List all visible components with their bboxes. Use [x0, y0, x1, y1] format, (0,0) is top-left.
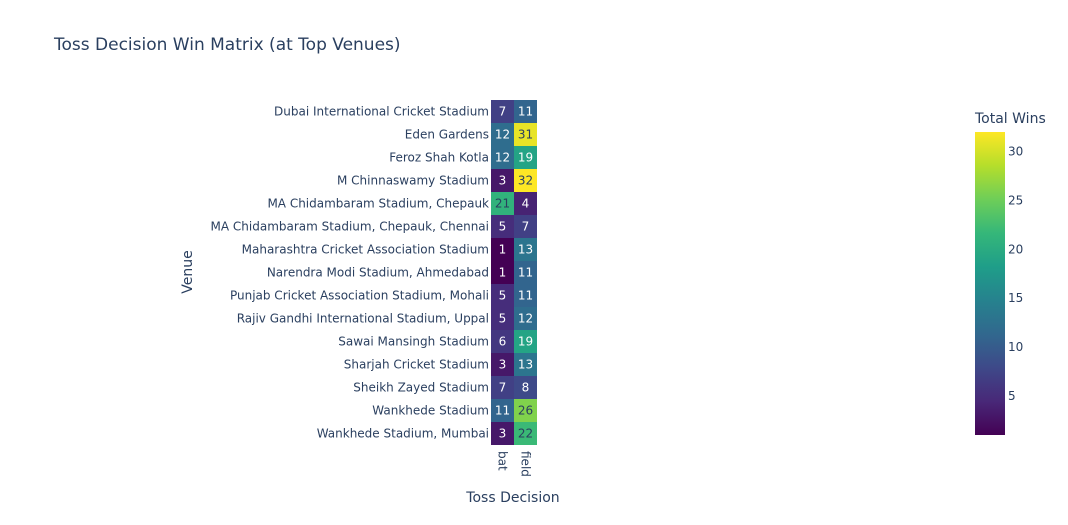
- colorbar-tick-label: 10: [1008, 340, 1023, 354]
- y-tick-label: Rajiv Gandhi International Stadium, Uppa…: [237, 312, 489, 326]
- y-tick-label: Wankhede Stadium, Mumbai: [317, 427, 489, 441]
- heatmap-cell: [514, 146, 537, 169]
- x-tick-label: bat: [496, 451, 510, 471]
- heatmap-cell-label: 19: [518, 335, 533, 349]
- heatmap-cell-label: 12: [495, 151, 510, 165]
- heatmap-cell: [514, 330, 537, 353]
- heatmap-cell: [491, 399, 514, 422]
- heatmap-cell-label: 22: [518, 427, 533, 441]
- heatmap-cell: [491, 261, 514, 284]
- heatmap-cell-label: 6: [499, 335, 507, 349]
- heatmap-cell-label: 13: [518, 358, 533, 372]
- y-tick-label: Sawai Mansingh Stadium: [338, 335, 489, 349]
- heatmap-cell-label: 13: [518, 243, 533, 257]
- colorbar-tick-label: 15: [1008, 291, 1023, 305]
- heatmap-cell: [514, 192, 537, 215]
- heatmap-cell-label: 11: [518, 266, 533, 280]
- x-axis-ticks: bat field: [496, 451, 533, 477]
- heatmap-cell: [491, 330, 514, 353]
- heatmap-cell-label: 3: [499, 174, 507, 188]
- heatmap-cell: [514, 100, 537, 123]
- heatmap-cell-label: 11: [518, 289, 533, 303]
- heatmap-cell: [514, 376, 537, 399]
- heatmap-cell: [491, 284, 514, 307]
- heatmap-cell: [514, 399, 537, 422]
- y-tick-label: Wankhede Stadium: [372, 404, 489, 418]
- y-tick-label: Feroz Shah Kotla: [389, 151, 489, 165]
- heatmap-cell-label: 4: [522, 197, 530, 211]
- heatmap-cell-label: 12: [518, 312, 533, 326]
- heatmap-cell: [491, 100, 514, 123]
- heatmap-cell-label: 3: [499, 427, 507, 441]
- heatmap-cell-label: 11: [495, 404, 510, 418]
- y-axis-ticks: Dubai International Cricket Stadium Eden …: [211, 105, 490, 441]
- heatmap-cell-label: 12: [495, 128, 510, 142]
- heatmap-cell-label: 5: [499, 220, 507, 234]
- heatmap-cell: [491, 422, 514, 445]
- heatmap-cell: [514, 422, 537, 445]
- heatmap-cell: [491, 123, 514, 146]
- colorbar-tick-label: 30: [1008, 145, 1023, 159]
- heatmap-cell-label: 19: [518, 151, 533, 165]
- heatmap-cell: [491, 146, 514, 169]
- colorbar: [975, 132, 1005, 435]
- y-tick-label: Sharjah Cricket Stadium: [344, 358, 489, 372]
- colorbar-tick-label: 20: [1008, 242, 1023, 256]
- heatmap-cell-label: 8: [522, 381, 530, 395]
- heatmap-cell: [514, 307, 537, 330]
- heatmap-cell: [491, 353, 514, 376]
- y-tick-label: Dubai International Cricket Stadium: [274, 105, 489, 119]
- heatmap-cell: [491, 169, 514, 192]
- heatmap-cell: [514, 215, 537, 238]
- chart-title: Toss Decision Win Matrix (at Top Venues): [53, 35, 401, 55]
- colorbar-ticks: 5 10 15 20 25 30: [1008, 145, 1023, 403]
- y-tick-label: Punjab Cricket Association Stadium, Moha…: [230, 289, 489, 303]
- x-axis-title: Toss Decision: [465, 490, 559, 506]
- heatmap-cell: [514, 261, 537, 284]
- heatmap-cell-label: 7: [522, 220, 530, 234]
- heatmap-cell: [491, 192, 514, 215]
- y-tick-label: MA Chidambaram Stadium, Chepauk, Chennai: [211, 220, 489, 234]
- heatmap-cell-label: 26: [518, 404, 533, 418]
- heatmap-cell-label: 5: [499, 289, 507, 303]
- heatmap-cell: [514, 238, 537, 261]
- heatmap-cell-label: 7: [499, 105, 507, 119]
- y-axis-title: Venue: [180, 250, 196, 293]
- colorbar-tick-label: 25: [1008, 193, 1023, 207]
- y-tick-label: M Chinnaswamy Stadium: [337, 174, 489, 188]
- colorbar-title: Total Wins: [974, 111, 1046, 127]
- y-tick-label: Narendra Modi Stadium, Ahmedabad: [267, 266, 489, 280]
- heatmap-cell-label: 11: [518, 105, 533, 119]
- colorbar-tick-label: 5: [1008, 389, 1016, 403]
- heatmap-cell-label: 1: [499, 266, 507, 280]
- heatmap-cell: [491, 307, 514, 330]
- heatmap-cell: [514, 353, 537, 376]
- y-tick-label: MA Chidambaram Stadium, Chepauk: [267, 197, 489, 211]
- heatmap-cell-label: 7: [499, 381, 507, 395]
- heatmap-cell-label: 32: [518, 174, 533, 188]
- heatmap-cell-label: 1: [499, 243, 507, 257]
- heatmap-cell-label: 5: [499, 312, 507, 326]
- heatmap-cell-label: 21: [495, 197, 510, 211]
- heatmap-cell: [514, 284, 537, 307]
- y-tick-label: Sheikh Zayed Stadium: [353, 381, 489, 395]
- heatmap-cell: [514, 169, 537, 192]
- heatmap-cell: [491, 215, 514, 238]
- heatmap-cell-label: 31: [518, 128, 533, 142]
- y-tick-label: Maharashtra Cricket Association Stadium: [242, 243, 489, 257]
- heatmap-cell: [491, 238, 514, 261]
- y-tick-label: Eden Gardens: [405, 128, 489, 142]
- heatmap-cell: [514, 123, 537, 146]
- heatmap-cell-label: 3: [499, 358, 507, 372]
- x-tick-label: field: [519, 451, 533, 477]
- heatmap-cell: [491, 376, 514, 399]
